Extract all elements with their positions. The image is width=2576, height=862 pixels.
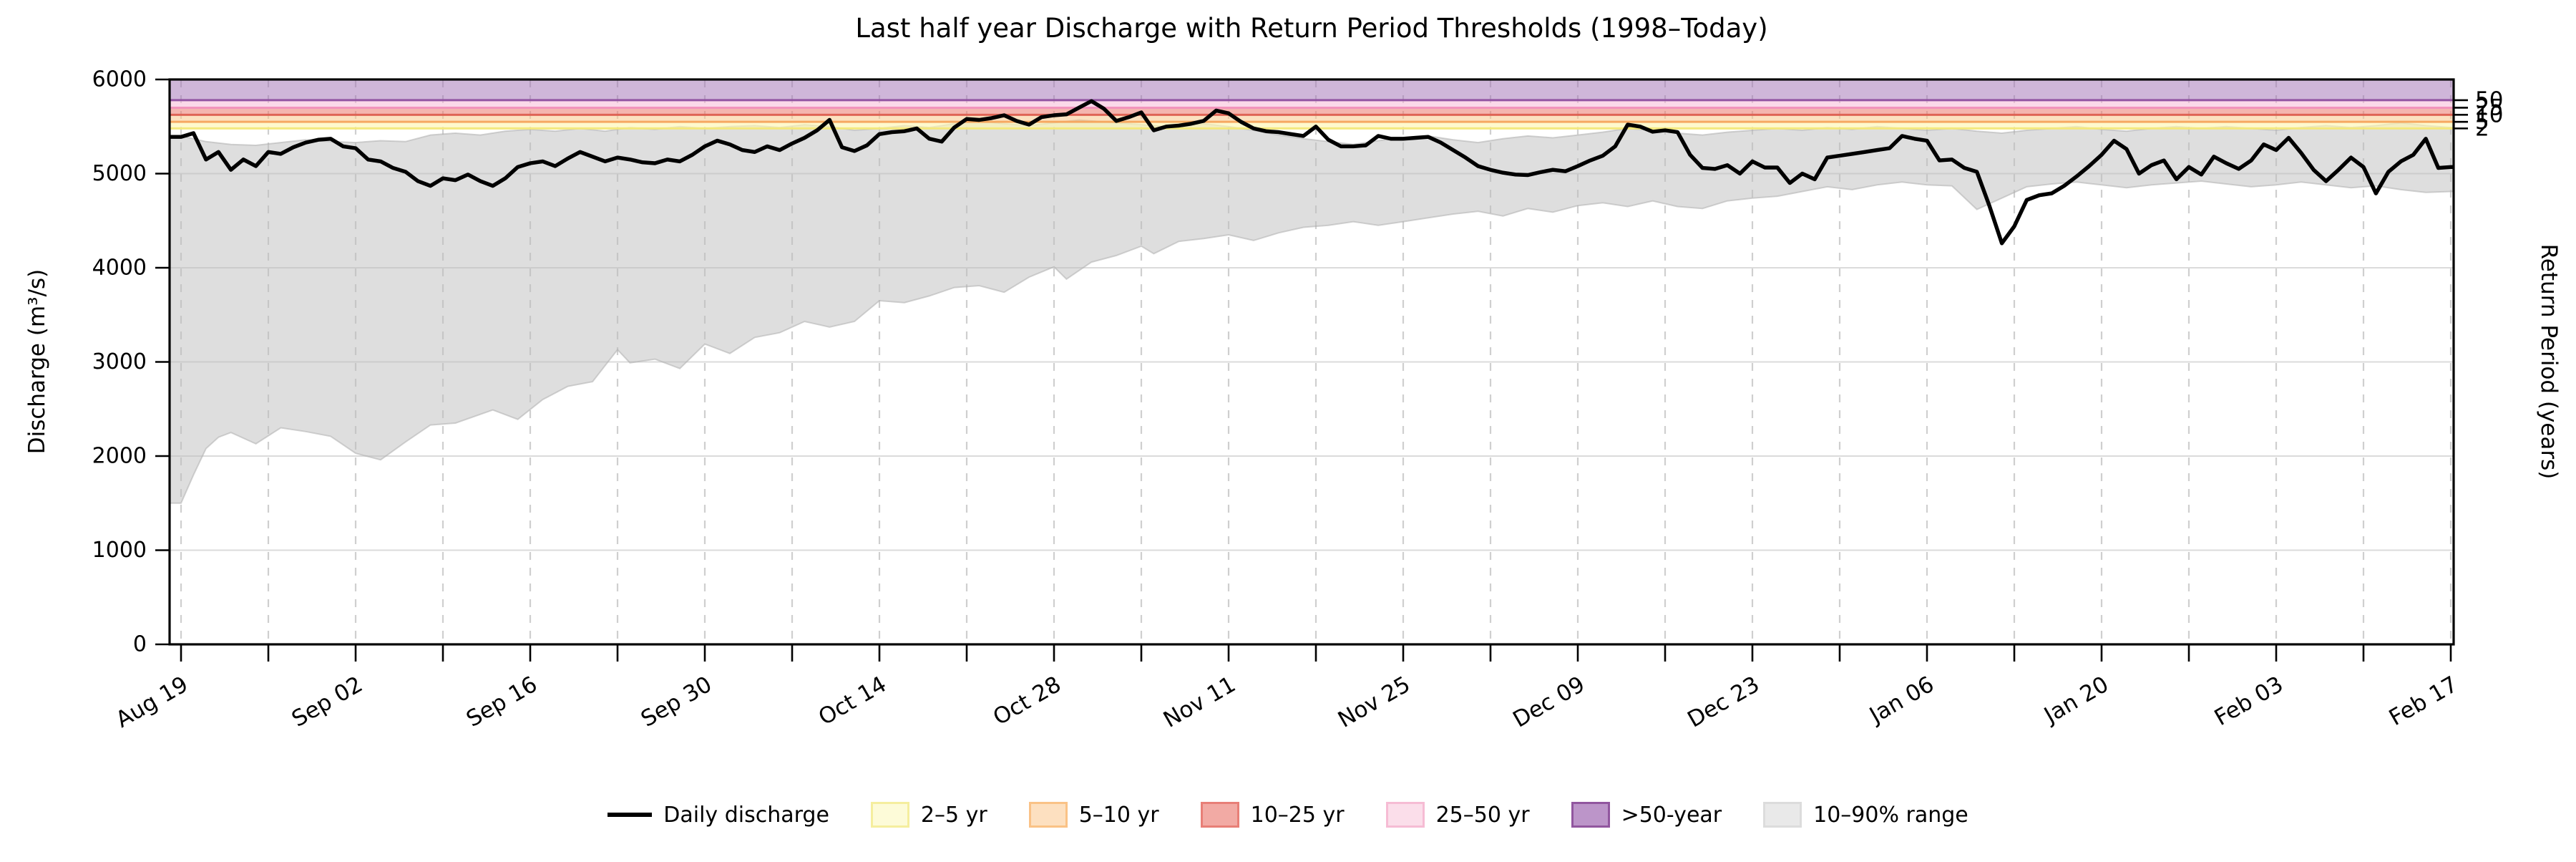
uncertainty-band [170, 119, 2454, 504]
legend-label: 2–5 yr [920, 802, 987, 828]
legend-label: 10–90% range [1813, 802, 1968, 828]
legend-item-1: 2–5 yr [870, 802, 987, 828]
legend-patch-swatch [1571, 802, 1610, 828]
legend-label: 5–10 yr [1078, 802, 1159, 828]
x-tick-label: Sep 16 [462, 672, 542, 732]
legend-item-5: >50-year [1571, 802, 1722, 828]
legend-item-0: Daily discharge [608, 803, 829, 828]
return-band-25 [170, 100, 2454, 108]
y-tick-label: 0 [133, 632, 147, 657]
legend-patch-swatch [1763, 802, 1802, 828]
legend-item-2: 5–10 yr [1028, 802, 1159, 828]
x-tick-label: Nov 25 [1334, 672, 1415, 733]
x-tick-label: Aug 19 [112, 672, 192, 733]
x-tick-label: Oct 14 [814, 672, 891, 731]
y-tick-label: 5000 [92, 161, 147, 186]
legend-item-3: 10–25 yr [1200, 802, 1345, 828]
legend-patch-swatch [1200, 802, 1239, 828]
daily-discharge-line [170, 99, 2454, 246]
y-axis-label-left: Discharge (m³/s) [24, 269, 50, 455]
right-tick-label-25: 25 [2475, 95, 2503, 120]
x-tick-label: Jan 06 [1864, 672, 1938, 730]
legend-patch-swatch [870, 802, 909, 828]
right-tick-label-2: 2 [2475, 115, 2489, 141]
return-band-2 [170, 122, 2454, 129]
legend-item-4: 25–50 yr [1385, 802, 1530, 828]
y-tick-label: 3000 [92, 349, 147, 374]
legend-label: 10–25 yr [1250, 802, 1345, 828]
legend-label: >50-year [1621, 802, 1722, 828]
x-tick-label: Dec 23 [1683, 672, 1764, 733]
legend-label: 25–50 yr [1435, 802, 1530, 828]
legend-patch-swatch [1028, 802, 1068, 828]
x-tick-label: Dec 09 [1508, 672, 1589, 733]
x-tick-label: Sep 30 [637, 672, 716, 732]
right-tick-label-50: 50 [2475, 87, 2503, 113]
y-tick-label: 2000 [92, 444, 147, 469]
return-band-5 [170, 115, 2454, 122]
chart-legend: Daily discharge 2–5 yr 5–10 yr 10–25 yr 25–5… [0, 786, 2576, 843]
legend-line-swatch [608, 813, 653, 817]
y-tick-label: 4000 [92, 256, 147, 281]
x-tick-label: Nov 11 [1159, 672, 1240, 733]
return-band-50 [170, 79, 2454, 100]
y-axis-label-right: Return Period (years) [2536, 244, 2562, 480]
legend-item-6: 10–90% range [1763, 802, 1968, 828]
x-tick-label: Feb 03 [2210, 672, 2288, 731]
legend-patch-swatch [1385, 802, 1425, 828]
right-tick-label-5: 5 [2475, 109, 2489, 135]
x-tick-label: Oct 28 [989, 672, 1065, 731]
x-tick-label: Feb 17 [2385, 672, 2462, 731]
return-band-10 [170, 107, 2454, 115]
y-tick-label: 1000 [92, 538, 147, 563]
chart-title: Last half year Discharge with Return Per… [855, 13, 1767, 44]
x-tick-label: Jan 20 [2039, 672, 2113, 730]
right-tick-label-10: 10 [2475, 102, 2503, 127]
x-tick-label: Sep 02 [288, 672, 367, 732]
y-tick-label: 6000 [92, 67, 147, 92]
legend-label: Daily discharge [663, 802, 829, 828]
